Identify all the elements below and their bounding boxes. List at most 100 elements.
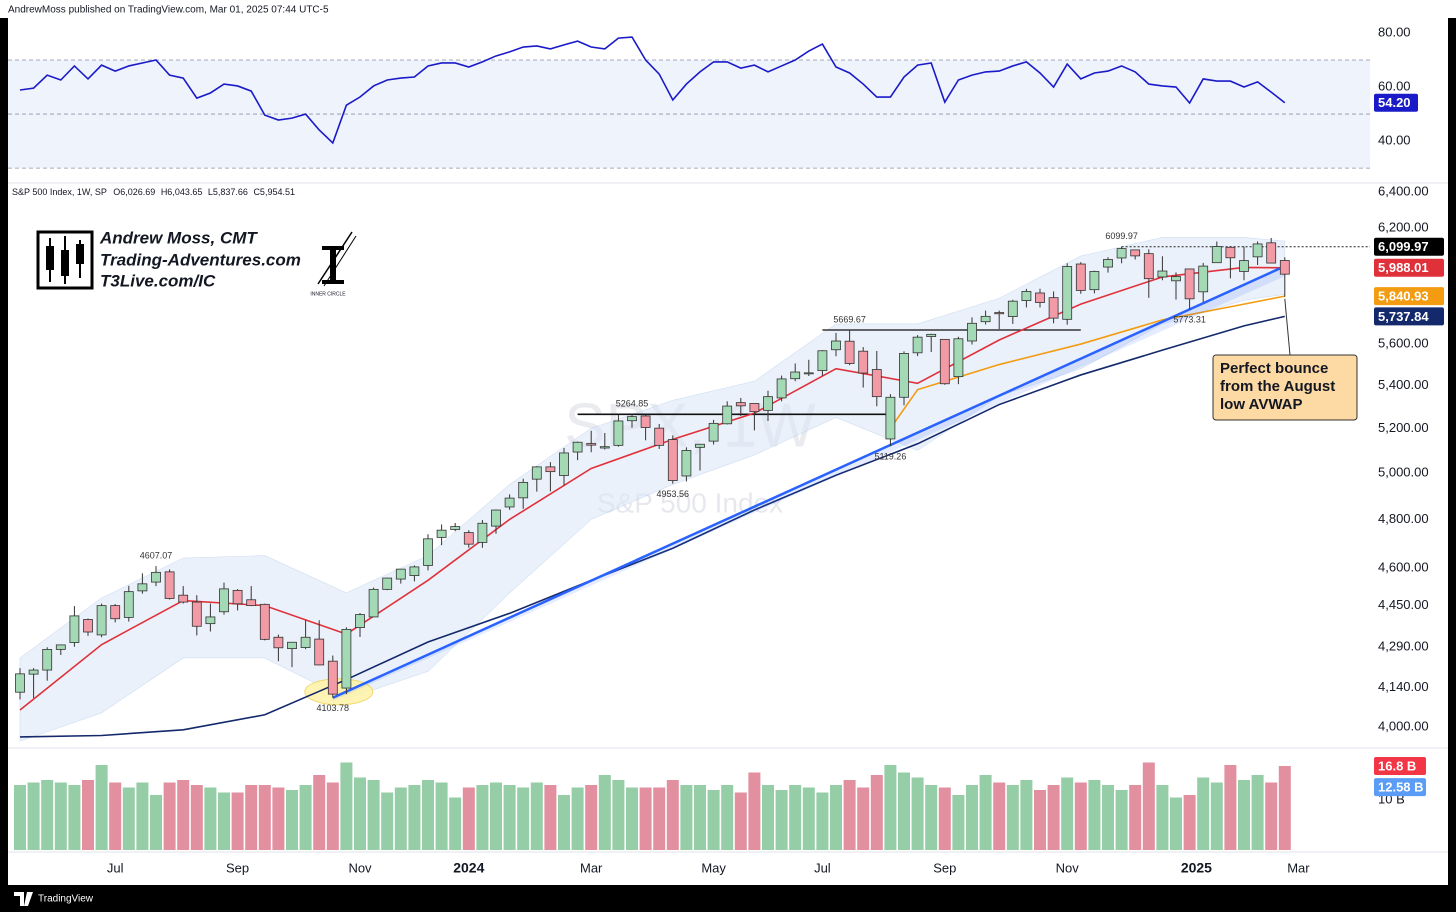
volume-bar — [476, 785, 489, 850]
inner-circle-logo — [317, 231, 353, 285]
volume-bar — [857, 787, 870, 850]
callout-text: from the August — [1220, 378, 1335, 395]
candle-body — [314, 638, 325, 666]
brand-link: T3Live.com/IC — [100, 271, 216, 290]
high-label: 5669.67 — [833, 314, 866, 324]
y-tick-label: 40.00 — [1378, 133, 1411, 148]
volume-bar — [694, 785, 706, 850]
y-tick-label: 5,400.00 — [1378, 377, 1429, 392]
volume-bar — [1129, 785, 1142, 850]
candle-body — [164, 571, 175, 599]
candle-body — [899, 353, 909, 398]
candle-body — [776, 378, 787, 399]
candle-body — [1279, 260, 1290, 275]
volume-bar — [326, 782, 339, 850]
price-tag-label: 5,988.01 — [1378, 260, 1429, 275]
volume-bar — [789, 785, 802, 850]
inner-circle-logo — [322, 246, 344, 284]
volume-bar — [816, 792, 829, 850]
candle-body — [695, 443, 705, 448]
volume-bar — [1102, 785, 1114, 850]
candle-body — [994, 312, 1005, 315]
volume-bar — [14, 785, 26, 850]
inner-circle-text: INNER CIRCLE — [310, 291, 346, 297]
x-tick-label: Nov — [1056, 860, 1080, 875]
ohlc-label: C5,954.51 — [253, 187, 295, 197]
volume-bar — [272, 787, 285, 850]
candle-body — [287, 641, 297, 650]
candle-body — [586, 443, 597, 446]
candle-body — [28, 669, 39, 675]
volume-bar — [680, 785, 693, 850]
candle-body — [559, 452, 569, 476]
candle-body — [423, 538, 433, 566]
rsi-line — [19, 36, 1286, 145]
price-tag-label: 16.8 B — [1378, 758, 1416, 773]
candle-body — [1143, 253, 1154, 280]
y-tick-label: 60.00 — [1378, 78, 1411, 93]
low-label: 4953.56 — [657, 489, 690, 499]
header-text: AndrewMoss published on TradingView.com,… — [8, 5, 329, 16]
volume-bar — [231, 792, 244, 850]
y-tick-label: 4,800.00 — [1378, 511, 1429, 526]
volume-bar — [707, 790, 720, 850]
y-tick-label: 5,200.00 — [1378, 420, 1429, 435]
volume-bar — [530, 782, 543, 850]
ohlc-label: L5,837.66 — [208, 187, 248, 197]
volume-bar — [54, 782, 67, 850]
volume-bar — [340, 762, 353, 850]
y-tick-label: 5,600.00 — [1378, 335, 1429, 350]
volume-bar — [1170, 797, 1182, 850]
volume-bar — [639, 787, 652, 850]
volume-bar — [1278, 766, 1291, 850]
volume-bar — [1210, 782, 1223, 850]
candle-body — [1157, 270, 1168, 278]
brand-name: Andrew Moss, CMT — [99, 228, 258, 247]
candle-body — [463, 532, 474, 545]
volume-bar — [82, 780, 94, 850]
candle-body — [96, 605, 107, 636]
volume-bar — [830, 785, 842, 850]
price-tag-label: 5,737.84 — [1378, 309, 1429, 324]
candle-body — [327, 660, 338, 695]
candle-body — [246, 599, 257, 607]
volume-bar — [1183, 795, 1196, 850]
volume-bar — [571, 787, 584, 850]
low-label: 5119.26 — [874, 452, 906, 462]
volume-bar — [585, 785, 598, 850]
volume-bar — [802, 787, 815, 850]
volume-bar — [435, 782, 448, 850]
volume-bar — [245, 785, 258, 850]
candle-body — [504, 497, 515, 508]
volume-bar — [1142, 762, 1155, 850]
candle-body — [1103, 259, 1113, 268]
logo-icon — [76, 244, 84, 264]
candle-body — [953, 338, 964, 378]
candle-body — [1225, 246, 1236, 259]
candle-body — [368, 588, 379, 618]
candle-body — [191, 601, 202, 627]
candle-body — [273, 636, 284, 649]
candle-body — [1130, 249, 1141, 257]
candle-body — [110, 605, 121, 620]
candle-body — [395, 568, 406, 580]
candle-body — [545, 466, 556, 473]
candle-body — [531, 466, 542, 480]
x-tick-label: Sep — [226, 860, 249, 875]
candle-body — [627, 416, 637, 422]
volume-bar — [762, 785, 774, 850]
candle-body — [926, 333, 937, 337]
price-tag — [1374, 258, 1444, 277]
volume-bar — [503, 785, 516, 850]
volume-bar — [1061, 777, 1074, 850]
candle-body — [1198, 265, 1209, 293]
trendline — [332, 265, 1286, 699]
highlight — [304, 678, 374, 706]
candle-body — [178, 594, 189, 603]
x-tick-label: Jul — [107, 860, 124, 875]
volume-bar — [734, 792, 747, 850]
candle-body — [599, 446, 610, 449]
brand-site: Trading-Adventures.com — [100, 250, 301, 269]
y-tick-label: 80.00 — [1378, 24, 1411, 39]
branding: Andrew Moss, CMT Trading-Adventures.com … — [36, 228, 357, 297]
